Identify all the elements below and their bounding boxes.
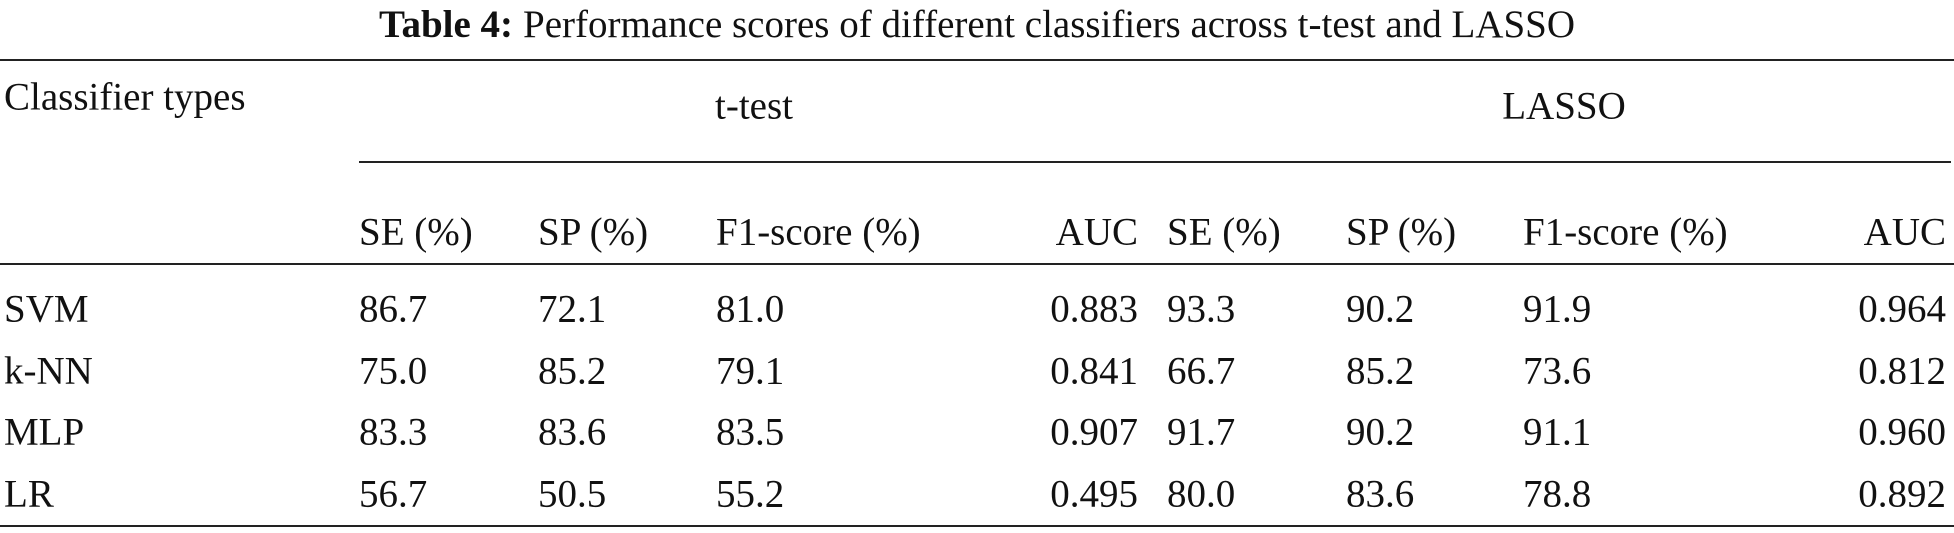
table-cell: 50.5 (538, 472, 607, 516)
table-cell: 0.964 (1858, 287, 1946, 331)
column-header: AUC (1055, 210, 1138, 254)
table-cell: 91.7 (1167, 410, 1236, 454)
table-cell: 83.5 (716, 410, 785, 454)
table-cell: 90.2 (1346, 287, 1415, 331)
group-header: LASSO (1502, 84, 1626, 128)
table-cell: 83.6 (1346, 472, 1415, 516)
header-rule (0, 263, 1954, 265)
group-header: t-test (715, 84, 793, 128)
column-header: SE (%) (359, 210, 473, 254)
bottom-rule (0, 525, 1954, 527)
table-cell: 91.9 (1523, 287, 1592, 331)
column-header: F1-score (%) (716, 210, 921, 254)
caption-label: Table 4: (379, 3, 514, 46)
top-rule (0, 59, 1954, 61)
table-cell: 86.7 (359, 287, 428, 331)
table-cell: 0.812 (1858, 349, 1946, 393)
table-cell: 0.495 (1050, 472, 1138, 516)
table-cell: 85.2 (538, 349, 607, 393)
table-cell: 79.1 (716, 349, 785, 393)
table-cell: 66.7 (1167, 349, 1236, 393)
table-cell: 85.2 (1346, 349, 1415, 393)
table-caption: Table 4: Performance scores of different … (0, 2, 1954, 47)
table-cell: 72.1 (538, 287, 607, 331)
table-cell: 83.3 (359, 410, 428, 454)
table-cell: 55.2 (716, 472, 785, 516)
stub-header: Classifier types (4, 75, 246, 119)
table-cell: 0.892 (1858, 472, 1946, 516)
table-cell: 80.0 (1167, 472, 1236, 516)
table-cell: 81.0 (716, 287, 785, 331)
table-cell: 0.841 (1050, 349, 1138, 393)
row-label: SVM (4, 287, 89, 331)
table-cell: 75.0 (359, 349, 428, 393)
caption-text: Performance scores of different classifi… (523, 3, 1575, 46)
column-header: SE (%) (1167, 210, 1281, 254)
table-cell: 83.6 (538, 410, 607, 454)
table-cell: 0.907 (1050, 410, 1138, 454)
row-label: LR (4, 472, 54, 516)
table-cell: 73.6 (1523, 349, 1592, 393)
row-label: MLP (4, 410, 85, 454)
table-cell: 91.1 (1523, 410, 1592, 454)
table-cell: 93.3 (1167, 287, 1236, 331)
row-label: k-NN (4, 349, 93, 393)
table-cell: 0.883 (1050, 287, 1138, 331)
column-header: SP (%) (1346, 210, 1457, 254)
table-cell: 56.7 (359, 472, 428, 516)
group-rule (359, 161, 1951, 163)
column-header: SP (%) (538, 210, 649, 254)
column-header: AUC (1863, 210, 1946, 254)
table-cell: 90.2 (1346, 410, 1415, 454)
table-cell: 78.8 (1523, 472, 1592, 516)
column-header: F1-score (%) (1523, 210, 1728, 254)
table-cell: 0.960 (1858, 410, 1946, 454)
